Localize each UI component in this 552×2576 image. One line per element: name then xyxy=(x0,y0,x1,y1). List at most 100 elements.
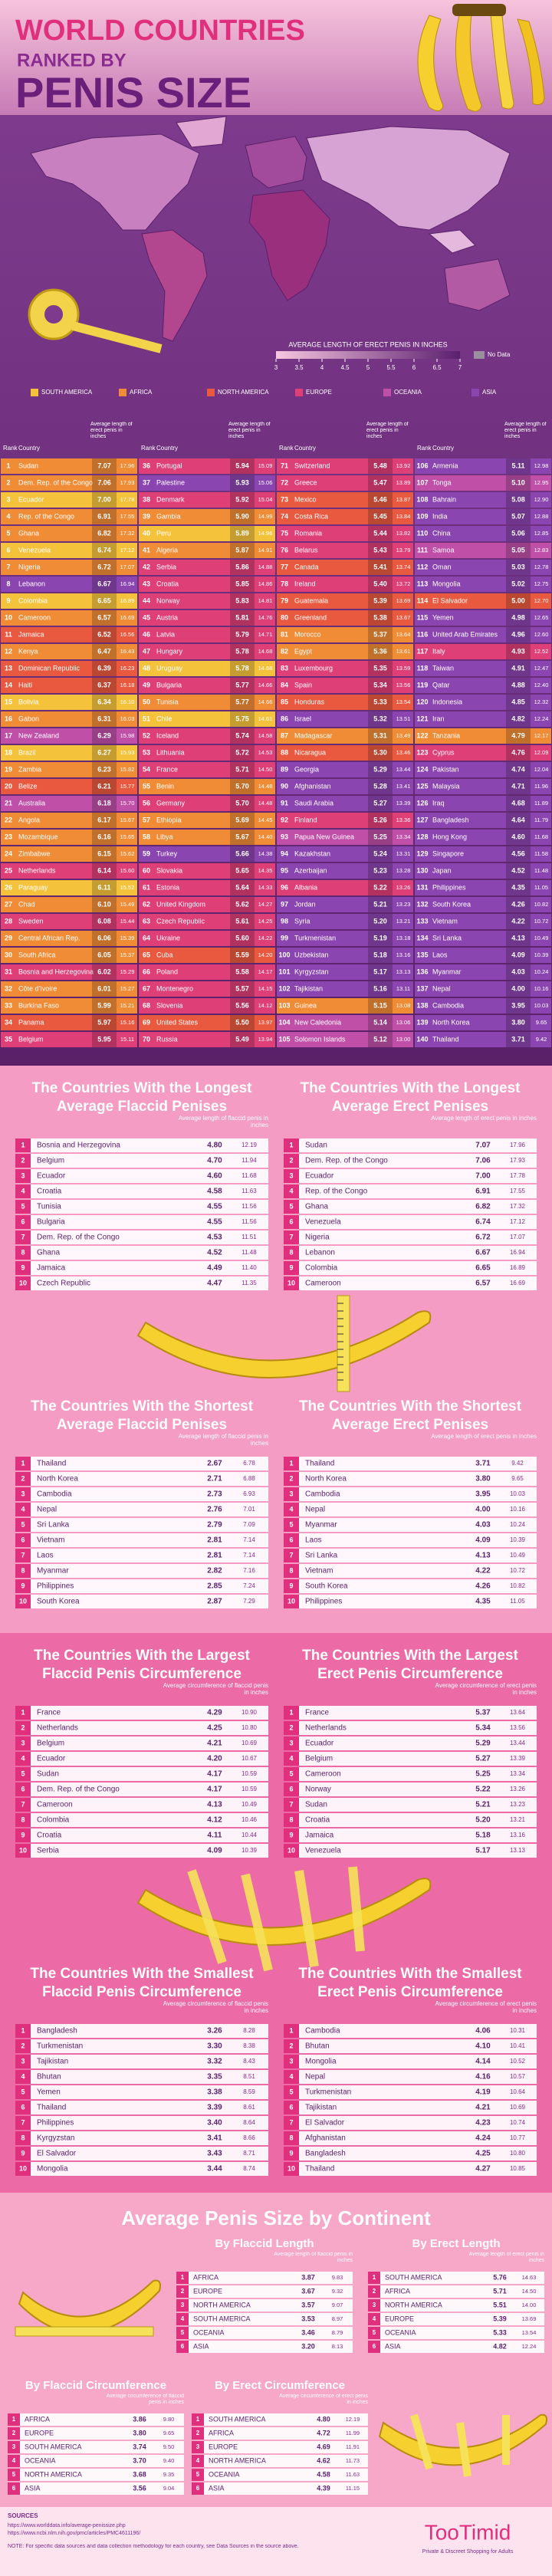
rank: 5 xyxy=(289,1202,293,1210)
value-cm: 12.19 xyxy=(346,2416,360,2423)
length-cm: 13.11 xyxy=(396,985,410,992)
length-inches: 5.03 xyxy=(511,563,525,570)
length-cm: 12.65 xyxy=(534,614,549,621)
country: United States xyxy=(156,1018,199,1026)
table-row xyxy=(415,830,551,845)
country: Chile xyxy=(156,715,172,722)
table-row xyxy=(277,492,413,508)
value-inches: 4.27 xyxy=(475,2165,491,2174)
country: Ukraine xyxy=(156,934,180,941)
value-cm: 10.80 xyxy=(510,2150,526,2157)
rank-cell xyxy=(284,2116,299,2130)
country: Lithuania xyxy=(156,748,185,756)
table-row xyxy=(15,1783,268,1796)
legend-swatch xyxy=(383,389,391,396)
length-inches: 5.99 xyxy=(97,1001,111,1009)
rank: 112 xyxy=(417,563,429,570)
value-cell xyxy=(230,509,255,524)
length-cm: 14.38 xyxy=(258,850,273,857)
value-inches: 5.51 xyxy=(493,2301,507,2308)
value-cell xyxy=(230,678,255,693)
length-cm: 11.48 xyxy=(534,867,548,874)
rank: 1 xyxy=(6,462,10,469)
length-cm: 14.17 xyxy=(258,968,273,975)
rank: 67 xyxy=(143,984,150,992)
rank: 7 xyxy=(289,1800,293,1808)
table-row xyxy=(1,678,137,693)
table-row xyxy=(284,1706,537,1720)
rank-cell xyxy=(15,1230,31,1244)
rank: 1 xyxy=(196,2416,200,2423)
value-inches: 6.74 xyxy=(475,1218,491,1227)
length-cm: 12.83 xyxy=(534,547,549,554)
rank: 54 xyxy=(143,765,150,773)
length-inches: 5.50 xyxy=(235,1018,249,1026)
value-cm: 10.59 xyxy=(242,1770,258,1777)
length-cm: 13.54 xyxy=(396,698,411,705)
table-row xyxy=(15,1767,268,1781)
country: Cameroon xyxy=(37,1801,73,1809)
rank: 7 xyxy=(289,1551,293,1559)
value-inches: 2.67 xyxy=(207,1460,222,1468)
rank-cell xyxy=(284,2147,299,2160)
rank: 108 xyxy=(416,495,428,503)
legend-title: AVERAGE LENGTH OF ERECT PENIS IN INCHES xyxy=(288,340,447,348)
length-inches: 5.90 xyxy=(235,512,249,520)
rank: 81 xyxy=(281,630,288,638)
value-inches: 2.76 xyxy=(207,1506,222,1514)
country: Côte d'Ivoire xyxy=(18,984,57,992)
rank-cell xyxy=(15,1261,31,1275)
country: Philippines xyxy=(37,1582,74,1591)
country: Honduras xyxy=(294,698,325,705)
rank-cell xyxy=(15,1184,31,1198)
value-cell xyxy=(230,627,255,642)
length-cm: 10.39 xyxy=(534,951,549,958)
length-inches: 4.76 xyxy=(511,748,525,756)
rank: 89 xyxy=(281,765,288,773)
value-cell xyxy=(92,627,117,642)
rank: 6 xyxy=(196,2485,200,2492)
value-cell xyxy=(506,526,531,541)
rank: 3 xyxy=(21,1739,25,1746)
value-cell xyxy=(92,964,117,980)
value-cm: 8.79 xyxy=(332,2329,343,2336)
length-inches: 5.69 xyxy=(235,816,249,823)
rank: 36 xyxy=(143,462,150,469)
rank: 5 xyxy=(21,1520,25,1528)
section-title: The Countries With the Shortest xyxy=(31,1398,254,1414)
rank-cell xyxy=(284,2131,299,2145)
table-row xyxy=(139,762,275,777)
country: Venezuela xyxy=(305,1847,341,1855)
length-inches: 5.95 xyxy=(97,1035,111,1043)
length-inches: 5.21 xyxy=(373,900,387,908)
rank: 111 xyxy=(417,546,428,554)
length-inches: 5.89 xyxy=(235,529,249,537)
table-header-box: Average length of flaccid penis in inche… xyxy=(179,1115,268,1129)
rank: 9 xyxy=(21,1831,25,1838)
table-row xyxy=(277,678,413,693)
country: Venezuela xyxy=(305,1218,341,1227)
column-header: Rank xyxy=(279,445,294,452)
rank: 3 xyxy=(21,1490,25,1497)
rank: 27 xyxy=(5,900,12,908)
country: Sudan xyxy=(305,1142,327,1150)
country: Armenia xyxy=(432,462,458,469)
rank-cell xyxy=(284,2101,299,2114)
country: Bhutan xyxy=(305,2042,330,2051)
length-inches: 6.08 xyxy=(97,917,111,925)
continent: AFRICA xyxy=(385,2287,410,2295)
rank: 57 xyxy=(143,816,150,823)
rank: 101 xyxy=(278,968,290,975)
value-cm: 11.05 xyxy=(510,1598,525,1605)
rank-cell xyxy=(368,2272,380,2284)
length-inches: 4.85 xyxy=(511,698,525,705)
length-inches: 5.29 xyxy=(373,765,387,773)
rank: 115 xyxy=(417,613,429,621)
table-row xyxy=(139,728,275,744)
country: Cambodia xyxy=(305,2027,340,2036)
length-inches: 5.27 xyxy=(373,799,387,807)
table-row xyxy=(277,796,413,811)
value-inches: 4.09 xyxy=(207,1847,222,1855)
value-cell xyxy=(368,998,393,1014)
rank: 59 xyxy=(143,849,150,857)
